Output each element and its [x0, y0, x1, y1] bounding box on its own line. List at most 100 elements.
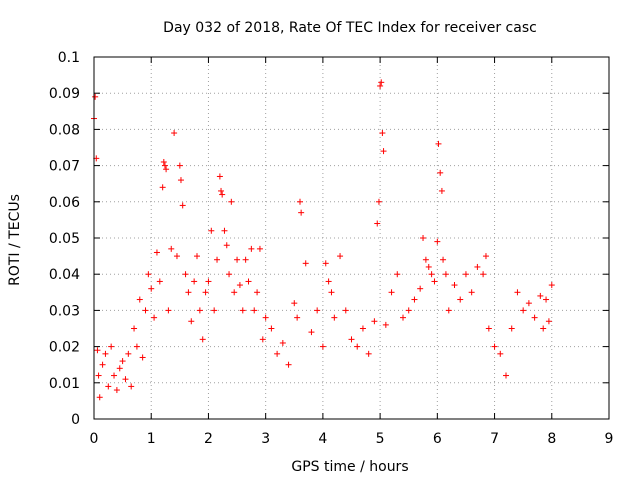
data-point — [234, 256, 241, 263]
data-point — [328, 289, 335, 296]
data-point — [434, 238, 441, 245]
y-tick-label: 0 — [71, 412, 80, 428]
y-tick-label: 0.09 — [49, 86, 80, 102]
y-tick-label: 0.05 — [49, 231, 80, 247]
data-point — [314, 307, 321, 314]
data-point — [171, 130, 178, 137]
x-tick-labels: 0 1 2 3 4 5 6 7 8 9 — [90, 431, 614, 447]
data-point — [380, 148, 387, 155]
data-point — [221, 227, 228, 234]
data-point — [319, 343, 326, 350]
data-point — [136, 296, 143, 303]
data-point — [125, 350, 132, 357]
data-point — [248, 245, 255, 252]
data-point — [119, 358, 126, 365]
y-tick-label: 0.01 — [49, 376, 80, 392]
data-point — [417, 285, 424, 292]
data-point — [540, 325, 547, 332]
data-point — [259, 336, 266, 343]
data-point — [226, 271, 233, 278]
data-point — [491, 343, 498, 350]
data-point — [457, 296, 464, 303]
data-point — [497, 350, 504, 357]
data-point — [159, 184, 166, 191]
data-point — [182, 271, 189, 278]
data-point — [359, 325, 366, 332]
y-tick-labels: 0 0.01 0.02 0.03 0.04 0.05 0.06 0.07 0.08 0.09 0.1 — [49, 50, 80, 428]
data-point — [451, 282, 458, 289]
data-point — [440, 256, 447, 263]
data-point — [214, 256, 221, 263]
data-point — [116, 365, 123, 372]
data-point — [208, 227, 215, 234]
data-point — [298, 209, 305, 216]
data-point — [168, 245, 175, 252]
y-tick-label: 0.02 — [49, 340, 80, 356]
data-point — [371, 318, 378, 325]
y-axis-label: ROTI / TECUs — [7, 194, 23, 286]
data-point — [445, 307, 452, 314]
data-point — [177, 177, 184, 184]
data-point — [153, 249, 160, 256]
data-point — [274, 350, 281, 357]
x-tick-label: 6 — [433, 431, 442, 447]
data-point — [223, 242, 230, 249]
data-point — [503, 372, 509, 379]
data-point — [291, 300, 298, 307]
data-point — [394, 271, 401, 278]
data-point — [462, 271, 469, 278]
y-tick-label: 0.08 — [49, 122, 80, 138]
data-point — [514, 289, 521, 296]
data-point — [342, 307, 349, 314]
data-point — [520, 307, 527, 314]
data-point — [379, 130, 386, 137]
y-tick-label: 0.04 — [49, 267, 80, 283]
data-points — [91, 79, 555, 401]
data-point — [211, 307, 218, 314]
data-point — [231, 289, 238, 296]
data-point — [176, 162, 183, 169]
data-point — [428, 271, 435, 278]
data-point — [297, 198, 303, 205]
data-point — [185, 289, 192, 296]
data-point — [108, 343, 115, 350]
x-tick-label: 5 — [376, 431, 385, 447]
data-point — [95, 372, 102, 379]
data-point — [139, 354, 146, 361]
x-tick-label: 9 — [605, 431, 614, 447]
data-point — [531, 314, 538, 321]
x-tick-label: 1 — [147, 431, 156, 447]
x-tick-label: 7 — [490, 431, 499, 447]
data-point — [375, 198, 382, 205]
data-point — [113, 387, 120, 394]
data-point — [165, 307, 172, 314]
data-point — [111, 372, 118, 379]
data-point — [262, 314, 269, 321]
data-point — [308, 329, 315, 336]
data-point — [131, 325, 138, 332]
data-point — [322, 260, 329, 267]
data-point — [191, 278, 198, 285]
data-point — [268, 325, 275, 332]
data-point — [242, 256, 249, 263]
data-point — [437, 169, 444, 176]
data-point — [202, 289, 209, 296]
data-point — [245, 278, 252, 285]
y-tick-label: 0.07 — [49, 159, 80, 175]
data-point — [188, 318, 195, 325]
data-point — [194, 253, 200, 260]
data-point — [474, 263, 481, 270]
data-point — [179, 202, 186, 209]
data-point — [348, 336, 355, 343]
data-point — [205, 278, 212, 285]
data-point — [199, 336, 206, 343]
x-tick-label: 4 — [318, 431, 327, 447]
x-tick-label: 8 — [547, 431, 556, 447]
data-point — [219, 191, 226, 198]
data-point — [331, 314, 338, 321]
grid-lines — [94, 57, 609, 419]
data-point — [256, 245, 263, 252]
data-point — [160, 158, 167, 165]
data-point — [239, 307, 246, 314]
data-point — [422, 256, 429, 263]
